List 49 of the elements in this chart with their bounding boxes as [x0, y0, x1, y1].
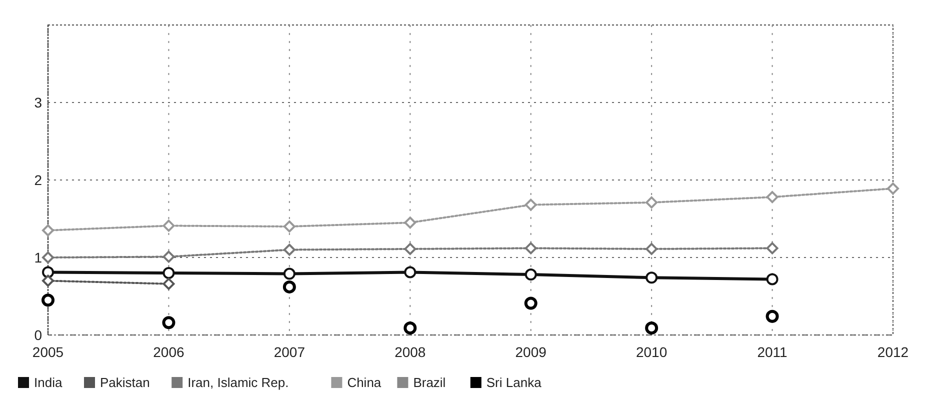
point — [524, 268, 537, 281]
point — [404, 266, 416, 278]
x-tick-label: 2008 — [394, 344, 426, 360]
point — [524, 198, 537, 211]
point — [766, 242, 778, 254]
y-tick-label: 0 — [34, 327, 42, 343]
legend-label: Iran, Islamic Rep. — [188, 375, 289, 390]
legend-label: India — [34, 375, 63, 390]
point — [162, 250, 175, 263]
point — [42, 274, 54, 287]
point — [42, 224, 54, 236]
y-tick-label: 1 — [34, 250, 42, 266]
point — [766, 310, 779, 323]
point — [282, 280, 296, 294]
point — [162, 220, 175, 232]
point — [404, 216, 416, 229]
x-tick-label: 2011 — [757, 344, 788, 360]
point — [42, 294, 54, 307]
point — [162, 278, 175, 290]
point — [887, 182, 899, 195]
point — [42, 252, 54, 264]
point — [162, 267, 175, 279]
x-tick-label: 2012 — [877, 344, 909, 360]
legend-label: Pakistan — [100, 375, 150, 390]
point — [283, 268, 296, 280]
point — [645, 322, 658, 335]
x-tick-label: 2010 — [636, 344, 668, 360]
y-tick-label: 3 — [34, 94, 42, 110]
legend-label: Sri Lanka — [486, 375, 542, 390]
point — [646, 196, 658, 208]
x-tick-label: 2005 — [32, 344, 64, 360]
legend-label: Brazil — [413, 375, 446, 390]
point — [42, 266, 54, 278]
point — [766, 273, 778, 286]
legend-label: China — [347, 375, 382, 390]
point — [404, 322, 417, 335]
x-tick-label: 2006 — [153, 344, 184, 360]
point — [283, 244, 296, 256]
point — [646, 242, 658, 255]
point — [524, 242, 537, 254]
point — [404, 242, 416, 255]
point — [524, 296, 538, 310]
point — [162, 316, 176, 330]
point — [283, 220, 296, 232]
point — [766, 191, 778, 204]
x-tick-label: 2009 — [515, 344, 547, 360]
x-tick-label: 2007 — [274, 344, 306, 360]
y-tick-label: 2 — [34, 172, 42, 188]
point — [646, 272, 658, 284]
